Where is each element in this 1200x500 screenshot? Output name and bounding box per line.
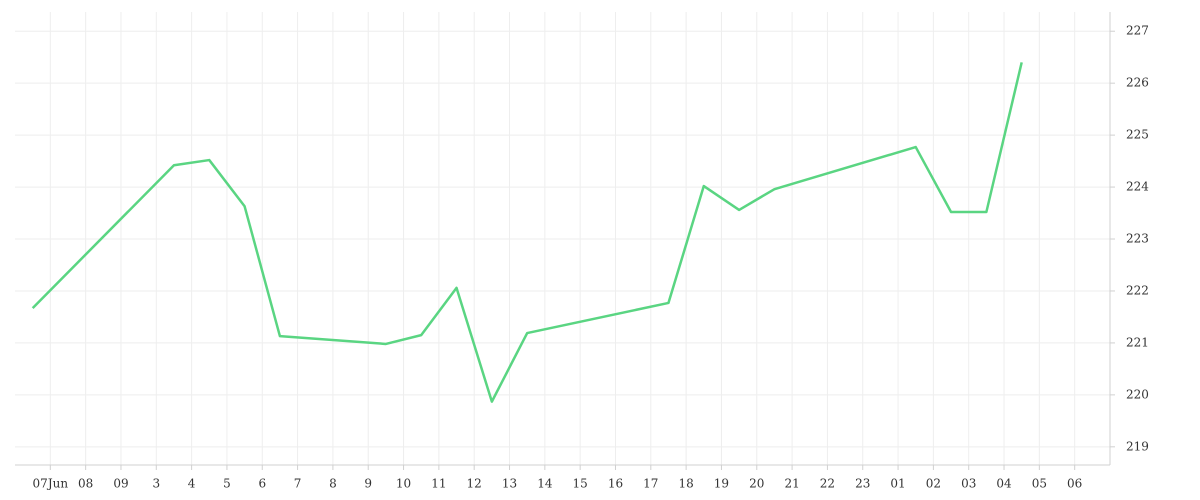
y-tick-label: 219 (1126, 439, 1149, 453)
x-tick-label: 8 (329, 477, 337, 491)
x-tick-label: 23 (855, 477, 870, 491)
y-tick-label: 225 (1126, 128, 1149, 142)
price-line (31, 62, 1023, 403)
y-tick-label: 223 (1126, 232, 1149, 246)
x-tick-label: 16 (608, 477, 623, 491)
x-tick-label: 05 (1032, 477, 1047, 491)
x-tick-label: 02 (926, 477, 941, 491)
x-tick-label: 09 (113, 477, 128, 491)
x-tick-label: 17 (643, 477, 658, 491)
x-tick-label: 19 (714, 477, 729, 491)
x-tick-label: 20 (749, 477, 764, 491)
x-tick-label: 04 (996, 477, 1012, 491)
x-tick-label: 15 (573, 477, 588, 491)
x-tick-label: 22 (820, 477, 835, 491)
y-tick-label: 220 (1126, 387, 1149, 401)
x-tick-label: 7 (294, 477, 302, 491)
y-tick-label: 222 (1126, 283, 1149, 297)
x-tick-label: 14 (537, 477, 553, 491)
x-tick-label: 03 (961, 477, 976, 491)
x-tick-label: 11 (431, 477, 446, 491)
x-tick-label: 10 (396, 477, 411, 491)
y-tick-label: 224 (1126, 180, 1149, 194)
x-tick-label: 9 (364, 477, 372, 491)
x-tick-label: 3 (152, 477, 160, 491)
y-tick-label: 227 (1126, 24, 1149, 38)
y-tick-label: 221 (1126, 335, 1149, 349)
x-tick-label: 6 (258, 477, 266, 491)
x-tick-label: 18 (678, 477, 693, 491)
y-tick-label: 226 (1126, 76, 1149, 90)
x-tick-label: 06 (1067, 477, 1082, 491)
x-tick-label: 07Jun (33, 477, 69, 491)
x-tick-label: 12 (467, 477, 482, 491)
x-tick-label: 5 (223, 477, 231, 491)
x-tick-label: 21 (784, 477, 799, 491)
x-tick-label: 4 (188, 477, 196, 491)
x-tick-label: 01 (890, 477, 905, 491)
x-tick-label: 08 (78, 477, 93, 491)
x-tick-label: 13 (502, 477, 517, 491)
